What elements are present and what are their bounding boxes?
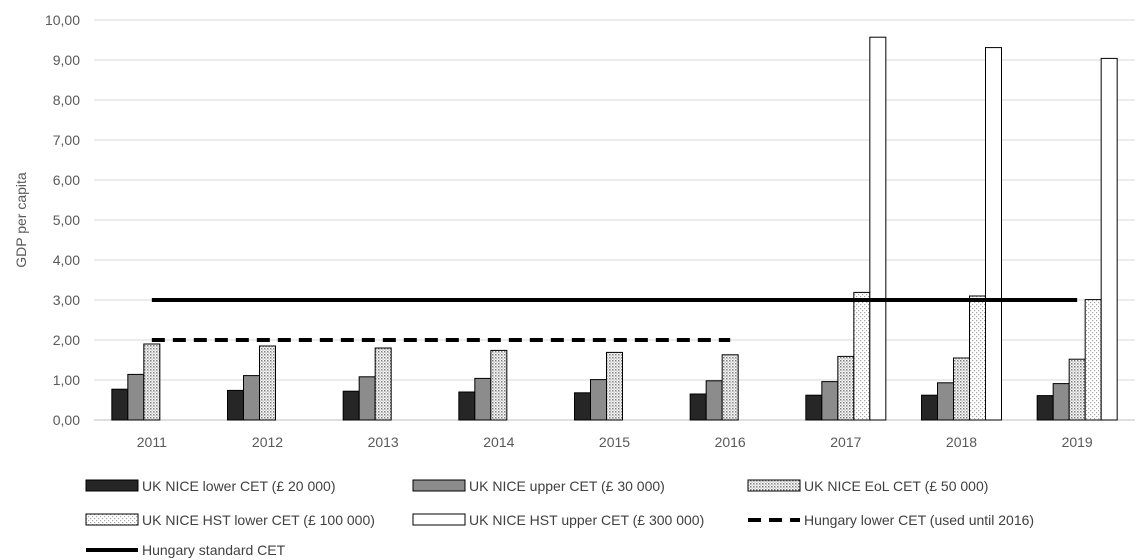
bar-2018-series-1 xyxy=(921,394,938,421)
legend-label: UK NICE EoL CET (£ 50 000) xyxy=(804,478,988,494)
x-tick-label: 2014 xyxy=(483,434,514,450)
bar-2018-series-2 xyxy=(937,382,954,421)
bars xyxy=(111,36,1118,421)
bar-2015-series-3 xyxy=(606,351,623,421)
y-axis-label: GDP per capita xyxy=(13,172,29,268)
bar-2017-series-3 xyxy=(837,355,855,421)
bar-2019-series-2 xyxy=(1052,383,1070,421)
x-axis: 2011 2012 2013 2014 2015 2016 2017 2018 2019 xyxy=(137,434,1093,450)
bar-2019-series-1 xyxy=(1036,395,1054,421)
x-tick-label: 2011 xyxy=(137,434,167,450)
y-tick-label: 5,00 xyxy=(53,212,80,228)
legend: UK NICE lower CET (£ 20 000) UK NICE uppe… xyxy=(85,478,1034,558)
x-tick-label: 2018 xyxy=(946,434,977,450)
bar-2015-series-1 xyxy=(574,392,591,421)
x-tick-label: 2017 xyxy=(830,434,861,450)
bar-2016-series-2 xyxy=(705,380,723,421)
x-tick-label: 2012 xyxy=(252,434,283,450)
bar-2011-series-3 xyxy=(143,343,161,421)
legend-swatch xyxy=(747,479,801,492)
y-axis: 0,00 1,00 2,00 3,00 4,00 5,00 6,00 7,00 8,00 9,00… xyxy=(45,12,80,428)
y-tick-label: 1,00 xyxy=(53,372,80,388)
bar-2017-series-1 xyxy=(805,394,823,421)
legend-label: Hungary standard CET xyxy=(142,542,286,558)
bar-2012-series-1 xyxy=(227,389,244,421)
legend-swatch xyxy=(412,513,466,526)
x-tick-label: 2019 xyxy=(1062,434,1093,450)
bar-2016-series-1 xyxy=(689,393,707,421)
bar-2017-series-5 xyxy=(869,36,887,421)
y-tick-label: 8,00 xyxy=(53,92,80,108)
y-tick-label: 7,00 xyxy=(53,132,80,148)
legend-label: UK NICE HST lower CET (£ 100 000) xyxy=(142,512,375,528)
bar-2014-series-1 xyxy=(458,391,476,421)
legend-swatch xyxy=(412,479,466,492)
legend-swatch xyxy=(85,479,139,492)
x-tick-label: 2016 xyxy=(715,434,746,450)
legend-label: UK NICE HST upper CET (£ 300 000) xyxy=(469,512,704,528)
legend-label: UK NICE lower CET (£ 20 000) xyxy=(142,478,335,494)
x-tick-label: 2015 xyxy=(599,434,630,450)
bar-2014-series-2 xyxy=(474,377,492,421)
bar-2019-series-5 xyxy=(1100,57,1118,421)
bar-2011-series-2 xyxy=(127,373,145,421)
y-tick-label: 4,00 xyxy=(53,252,80,268)
legend-label: UK NICE upper CET (£ 30 000) xyxy=(469,478,665,494)
y-tick-label: 0,00 xyxy=(53,412,80,428)
bar-2011-series-1 xyxy=(111,388,129,421)
legend-swatch xyxy=(85,513,139,526)
x-tick-label: 2013 xyxy=(368,434,399,450)
y-tick-label: 3,00 xyxy=(53,292,80,308)
bar-2016-series-3 xyxy=(721,354,739,421)
y-tick-label: 10,00 xyxy=(45,12,80,28)
bar-2014-series-3 xyxy=(490,349,508,421)
bar-2017-series-2 xyxy=(821,381,839,421)
bar-2018-series-3 xyxy=(953,357,970,421)
bar-2019-series-3 xyxy=(1068,358,1086,421)
bar-2013-series-2 xyxy=(358,376,376,421)
bar-2018-series-4 xyxy=(969,295,986,421)
bar-2013-series-3 xyxy=(374,347,392,421)
y-tick-label: 9,00 xyxy=(53,52,80,68)
legend-label: Hungary lower CET (used until 2016) xyxy=(804,512,1034,528)
bar-2015-series-2 xyxy=(590,379,607,421)
bar-2018-series-5 xyxy=(985,47,1002,421)
reference-lines xyxy=(151,298,1078,342)
bar-2017-series-4 xyxy=(853,291,871,421)
y-tick-label: 2,00 xyxy=(53,332,80,348)
y-tick-label: 6,00 xyxy=(53,172,80,188)
bar-2019-series-4 xyxy=(1084,299,1102,421)
bar-2013-series-1 xyxy=(342,390,360,421)
bar-2012-series-3 xyxy=(259,345,276,421)
bar-2012-series-2 xyxy=(243,375,260,421)
